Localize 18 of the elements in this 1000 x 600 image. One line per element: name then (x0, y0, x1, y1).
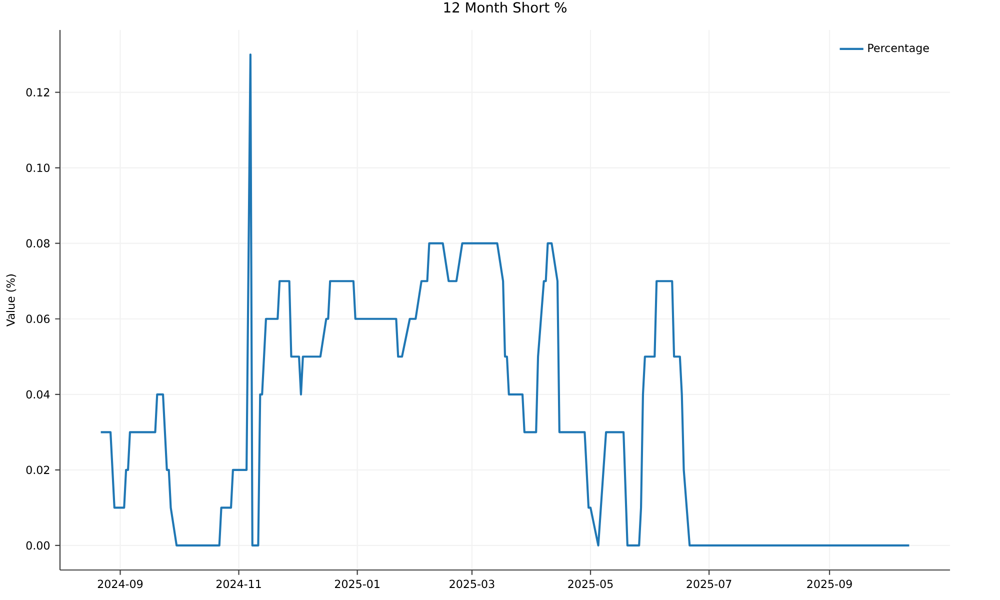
y-axis-title: Value (%) (6, 274, 16, 326)
y-tick-label: 0.06 (26, 314, 50, 324)
x-tick-label: 2024-11 (216, 580, 261, 588)
x-tick-label: 2025-05 (568, 580, 613, 588)
chart-title: 12 Month Short % (444, 2, 566, 13)
y-tick-label: 0.02 (26, 466, 50, 474)
line-series (100, 53, 910, 546)
legend-label: Percentage (868, 44, 929, 54)
y-tick-label: 0.10 (26, 164, 50, 172)
x-tick-label: 2025-03 (450, 580, 494, 588)
x-tick-label: 2025-07 (686, 580, 732, 588)
y-tick-label: 0.00 (26, 541, 50, 550)
x-tick-label: 2024-09 (98, 580, 143, 588)
y-tick-label: 0.04 (26, 390, 50, 399)
y-tick-label: 0.12 (26, 88, 50, 96)
x-tick-label: 2025-09 (807, 580, 852, 588)
y-tick-label: 0.08 (26, 239, 50, 248)
x-tick-label: 2025-01 (334, 580, 380, 588)
